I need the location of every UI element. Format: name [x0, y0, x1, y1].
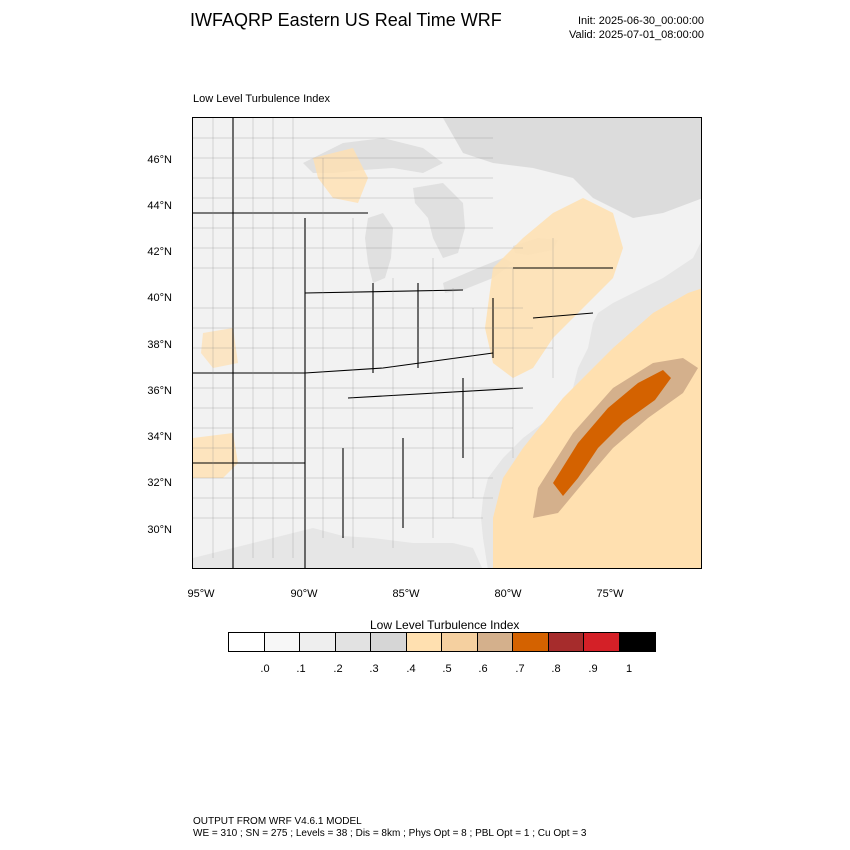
lat-label: 34°N: [147, 431, 172, 443]
lat-label: 30°N: [147, 524, 172, 536]
footer-line-1: OUTPUT FROM WRF V4.6.1 MODEL: [193, 816, 362, 827]
init-time: Init: 2025-06-30_00:00:00: [578, 15, 704, 27]
colorbar-swatch: [584, 633, 620, 651]
colorbar-swatch: [548, 633, 584, 651]
colorbar-swatch: [513, 633, 549, 651]
lon-label: 75°W: [596, 588, 624, 600]
colorbar-tick: .0: [260, 663, 270, 675]
colorbar-swatch: [442, 633, 478, 651]
colorbar-swatch: [264, 633, 300, 651]
colorbar-swatch: [619, 633, 655, 651]
map-panel: [192, 117, 702, 569]
lat-label: 42°N: [147, 246, 172, 258]
county-lines: [193, 118, 554, 558]
lat-label: 44°N: [147, 200, 172, 212]
lat-label: 32°N: [147, 477, 172, 489]
lat-label: 36°N: [147, 385, 172, 397]
footer-line-2: WE = 310 ; SN = 275 ; Levels = 38 ; Dis …: [193, 828, 587, 839]
canada-region: [443, 118, 701, 218]
colorbar-swatch: [371, 633, 407, 651]
lon-label: 95°W: [187, 588, 215, 600]
colorbar-tick: .8: [551, 663, 561, 675]
init-valid-block: Init: 2025-06-30_00:00:00 Valid: 2025-07…: [569, 14, 704, 42]
colorbar-swatch: [406, 633, 442, 651]
lon-label: 85°W: [392, 588, 420, 600]
turbulence-light-ne: [485, 198, 623, 378]
map-subtitle: Low Level Turbulence Index: [193, 93, 330, 105]
colorbar-tick: .6: [478, 663, 488, 675]
footer: OUTPUT FROM WRF V4.6.1 MODEL WE = 310 ; …: [193, 816, 586, 840]
colorbar-tick: .2: [333, 663, 343, 675]
colorbar: [228, 632, 656, 652]
state-boundaries: [193, 118, 613, 568]
colorbar-tick: .1: [296, 663, 306, 675]
colorbar-tick: .9: [588, 663, 598, 675]
lake-huron: [413, 183, 465, 258]
page-title: IWFAQRP Eastern US Real Time WRF: [190, 10, 502, 30]
colorbar-tick: .5: [442, 663, 452, 675]
lat-label: 40°N: [147, 292, 172, 304]
colorbar-title: Low Level Turbulence Index: [370, 618, 520, 632]
colorbar-tick: .3: [369, 663, 379, 675]
lon-label: 90°W: [290, 588, 318, 600]
colorbar-swatch: [477, 633, 513, 651]
valid-time: Valid: 2025-07-01_08:00:00: [569, 29, 704, 41]
turbulence-light-west: [193, 433, 238, 478]
colorbar-tick: .7: [515, 663, 525, 675]
colorbar-tick: .4: [406, 663, 416, 675]
colorbar-swatch: [229, 633, 265, 651]
lon-label: 80°W: [494, 588, 522, 600]
colorbar-tick: 1: [625, 663, 633, 675]
map-svg: [193, 118, 701, 568]
lat-label: 46°N: [147, 154, 172, 166]
lat-label: 38°N: [147, 339, 172, 351]
colorbar-swatch: [335, 633, 371, 651]
turbulence-dark-core: [553, 370, 671, 496]
colorbar-swatch: [300, 633, 336, 651]
turbulence-light-mi: [313, 148, 368, 203]
gulf-of-mexico: [193, 528, 483, 568]
